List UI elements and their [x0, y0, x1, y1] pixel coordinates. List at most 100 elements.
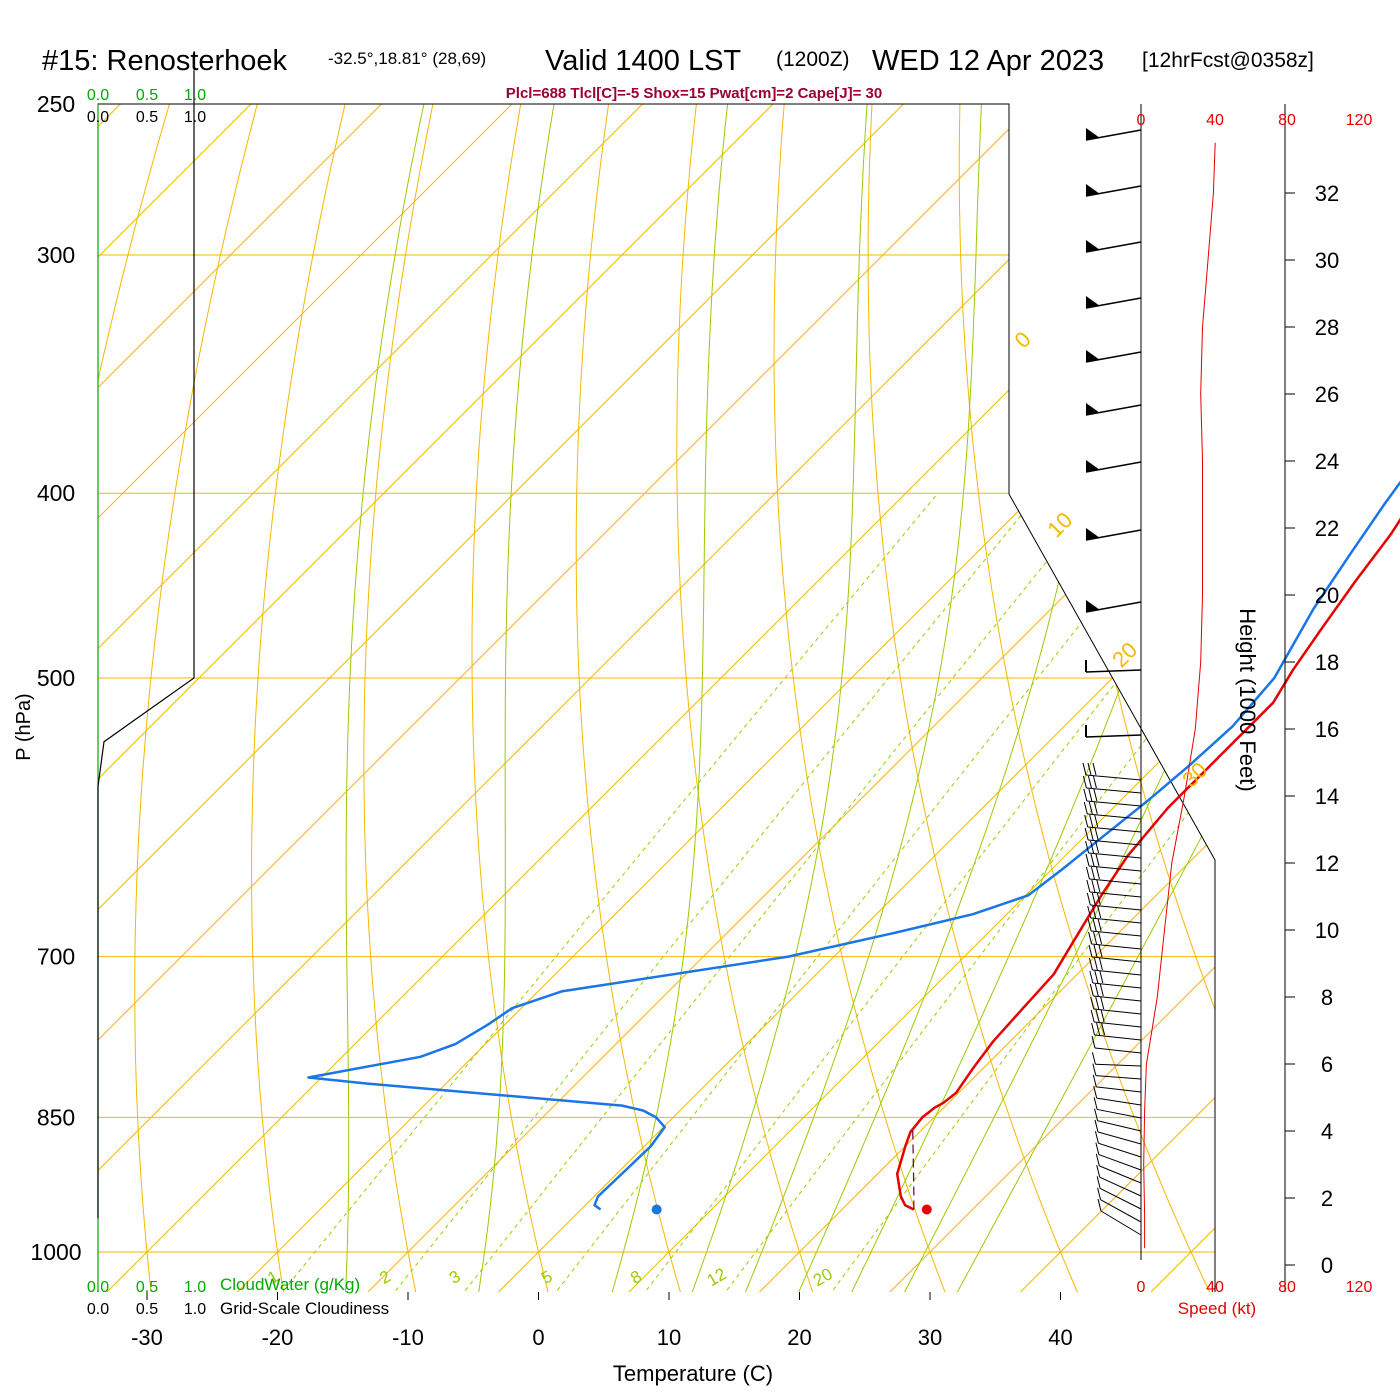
- wind-barb: [1094, 1034, 1142, 1041]
- wind-barb: [1085, 774, 1142, 781]
- valid-date: WED 12 Apr 2023: [872, 45, 1104, 77]
- dry-adiabat-line: [676, 104, 822, 1292]
- cloudwater-top-tick: 1.0: [184, 87, 206, 104]
- mixing-ratio-label: 12: [704, 1264, 730, 1290]
- wind-barb: [1087, 826, 1142, 833]
- indices-line: Plcl=688 Tlcl[C]=-5 Shox=15 Pwat[cm]=2 C…: [506, 85, 882, 102]
- wind-barb-feather: [1090, 853, 1095, 867]
- wind-barb: [1091, 943, 1142, 950]
- wind-barb-feather: [1085, 866, 1090, 880]
- wind-barb-feather: [1096, 1165, 1101, 1178]
- station-title: #15: Renosterhoek: [42, 45, 288, 77]
- wind-speed-top-tick: 120: [1346, 112, 1373, 129]
- dry-adiabat-line: [867, 104, 1089, 1292]
- wind-barb-feather: [1091, 1052, 1096, 1065]
- x-tick-label: 0: [532, 1325, 544, 1350]
- wind-barb-feather: [1095, 853, 1100, 867]
- zulu-time: (1200Z): [776, 48, 850, 71]
- wind-barb: [1100, 1210, 1142, 1236]
- wind-barb: [1089, 878, 1142, 885]
- wind-barb: [1095, 1075, 1142, 1080]
- wind-barb-feather: [1090, 866, 1095, 880]
- wind-barb-feather: [1082, 762, 1087, 776]
- dry-adiabat-line: [134, 104, 267, 1292]
- dry-adiabat-line: [773, 104, 955, 1292]
- pressure-tick-label: 700: [37, 944, 75, 970]
- height-tick-label: 30: [1315, 248, 1339, 273]
- cloudiness-top-tick: 1.0: [184, 109, 206, 126]
- mixing-ratio-line: [262, 492, 939, 1292]
- x-tick-label: -30: [131, 1325, 163, 1350]
- wind-barb-feather: [1088, 801, 1093, 815]
- wind-speed-bottom-tick: 0: [1137, 1279, 1146, 1296]
- temperature-profile-line: [895, 517, 1400, 1211]
- wind-barb-feather: [1093, 801, 1098, 815]
- wind-barb-feather: [1097, 918, 1102, 932]
- wind-barb-feather: [1097, 1187, 1102, 1200]
- wind-barb: [1099, 1176, 1142, 1197]
- isotherm-line: [98, 104, 547, 1292]
- isotherm-line: [604, 104, 1215, 1292]
- pressure-tick-label: 250: [37, 91, 75, 117]
- valid-time: Valid 1400 LST: [545, 45, 741, 77]
- wind-barb: [1085, 669, 1142, 673]
- wind-barb: [1097, 1108, 1142, 1119]
- mixing-ratio-label: 5: [538, 1267, 556, 1288]
- x-tick-label: -20: [262, 1325, 294, 1350]
- isotherm-line: [98, 104, 416, 1292]
- mixing-ratio-line: [537, 492, 1185, 1292]
- wind-barb-feather: [1098, 944, 1103, 958]
- parcel-path-line: [912, 1127, 915, 1210]
- wind-barb-feather: [1089, 814, 1094, 828]
- cloudiness-label: Grid-Scale Cloudiness: [220, 1299, 389, 1318]
- wind-speed-bottom-tick: 80: [1278, 1279, 1296, 1296]
- wind-barb-feather: [1085, 840, 1090, 854]
- wind-barb: [1088, 852, 1142, 859]
- cloudwater-top-tick: 0.0: [87, 87, 109, 104]
- pressure-tick-label: 850: [37, 1104, 75, 1130]
- mixing-ratio-label: 3: [446, 1267, 464, 1288]
- wind-barb-feather: [1085, 853, 1090, 867]
- wind-barb-feather: [1101, 1022, 1106, 1036]
- cloudwater-bottom-tick: 0.5: [136, 1279, 158, 1296]
- cloudwater-bottom-tick: 0.0: [87, 1279, 109, 1296]
- wind-barb-feather: [1094, 814, 1099, 828]
- wind-barb-flag: [1086, 128, 1100, 140]
- moist-adiabat-line: [683, 104, 871, 1292]
- isotherm-line: [98, 104, 1069, 1292]
- wind-barb: [1098, 1154, 1142, 1171]
- wind-barb-flag: [1086, 403, 1100, 415]
- wind-barb-feather: [1094, 1131, 1099, 1144]
- wind-barb-feather: [1095, 1009, 1100, 1023]
- wind-barb: [1088, 839, 1142, 846]
- wind-barb-feather: [1089, 827, 1094, 841]
- height-tick-label: 18: [1315, 650, 1339, 675]
- wind-barb: [1099, 1187, 1142, 1210]
- mixing-ratio-line: [375, 492, 1040, 1292]
- moist-adiabat-line: [839, 104, 1215, 1292]
- wind-barb: [1087, 813, 1142, 820]
- wind-barb: [1100, 1199, 1142, 1223]
- wind-barb-feather: [1087, 775, 1092, 789]
- wind-barb: [1099, 1165, 1142, 1184]
- potential-temp-label: 10: [1042, 507, 1077, 542]
- wind-barb-feather: [1095, 840, 1100, 854]
- isotherm-line: [98, 104, 155, 1292]
- wind-barb-feather: [1091, 1022, 1096, 1036]
- wind-barb-feather: [1092, 905, 1097, 919]
- wind-barb: [1096, 1097, 1142, 1106]
- isotherm-line: [98, 104, 677, 1292]
- wind-barb-feather: [1093, 1086, 1098, 1099]
- height-tick-label: 14: [1315, 784, 1339, 809]
- wind-barb: [1090, 917, 1142, 924]
- wind-barb-feather: [1082, 775, 1087, 789]
- height-tick-label: 10: [1315, 918, 1339, 943]
- wind-barb-feather: [1091, 879, 1096, 893]
- moist-adiabat-line: [944, 104, 1215, 1292]
- cloudiness-profile-line: [97, 70, 195, 1219]
- wind-barb-feather: [1087, 905, 1092, 919]
- surface-temperature-point: [921, 1204, 932, 1215]
- wind-barb-feather: [1087, 762, 1092, 776]
- dry-adiabat-line: [958, 104, 1215, 1292]
- axes: [146, 104, 1295, 1300]
